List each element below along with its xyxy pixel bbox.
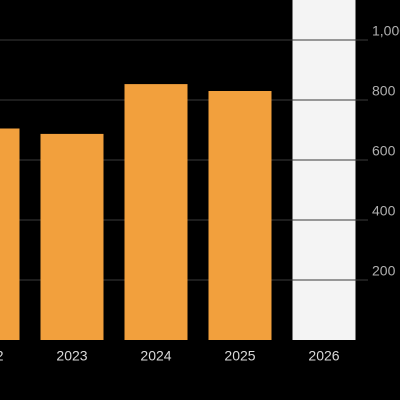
highlight-band — [292, 0, 356, 340]
bar — [0, 128, 20, 340]
y-tick-label: 800 — [372, 83, 396, 99]
x-tick-label: 2026 — [308, 348, 339, 364]
x-tick-label: 2023 — [56, 348, 87, 364]
y-tick-label: 400 — [372, 203, 396, 219]
bar — [124, 84, 188, 340]
y-tick-label: 600 — [372, 143, 396, 159]
bar — [40, 133, 104, 340]
y-tick-label: 1,000 — [372, 23, 400, 39]
x-tick-label: 2025 — [224, 348, 255, 364]
x-tick-label: 2022 — [0, 348, 4, 364]
y-tick-label: 200 — [372, 263, 396, 279]
x-tick-label: 2024 — [140, 348, 171, 364]
bar — [208, 91, 272, 340]
